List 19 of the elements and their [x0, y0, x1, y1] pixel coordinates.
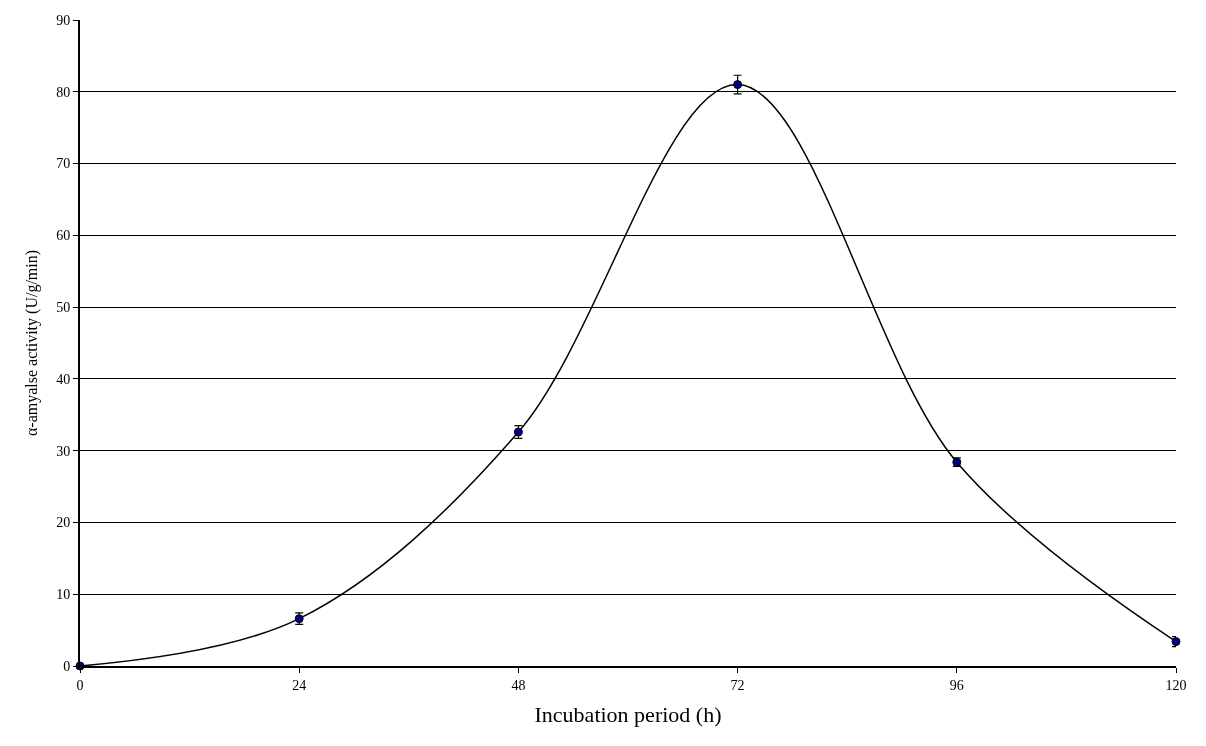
- y-axis-title: α-amyalse activity (U/g/min): [22, 249, 41, 437]
- point: [733, 80, 743, 90]
- x-tick-label: 48: [511, 677, 526, 693]
- y-tick-label: 70: [56, 156, 71, 172]
- x-tick-label: 24: [292, 677, 307, 693]
- x-tick-label: 72: [730, 677, 745, 693]
- y-tick-label: 10: [56, 587, 71, 603]
- x-axis-title: Incubation period (h): [534, 702, 722, 728]
- y-tick-label: 60: [56, 228, 71, 244]
- x-tick-label: 0: [76, 677, 84, 693]
- y-tick-label: 80: [56, 84, 71, 100]
- y-tick-label: 30: [56, 443, 71, 459]
- x-tick-label: 120: [1165, 677, 1187, 693]
- y-tick-label: 40: [56, 371, 71, 387]
- y-tick-label: 50: [56, 300, 71, 316]
- y-tick-label: 0: [63, 658, 71, 674]
- y-tick-label: 90: [56, 12, 71, 28]
- x-tick-label: 96: [949, 677, 964, 693]
- y-tick-label: 20: [56, 515, 71, 531]
